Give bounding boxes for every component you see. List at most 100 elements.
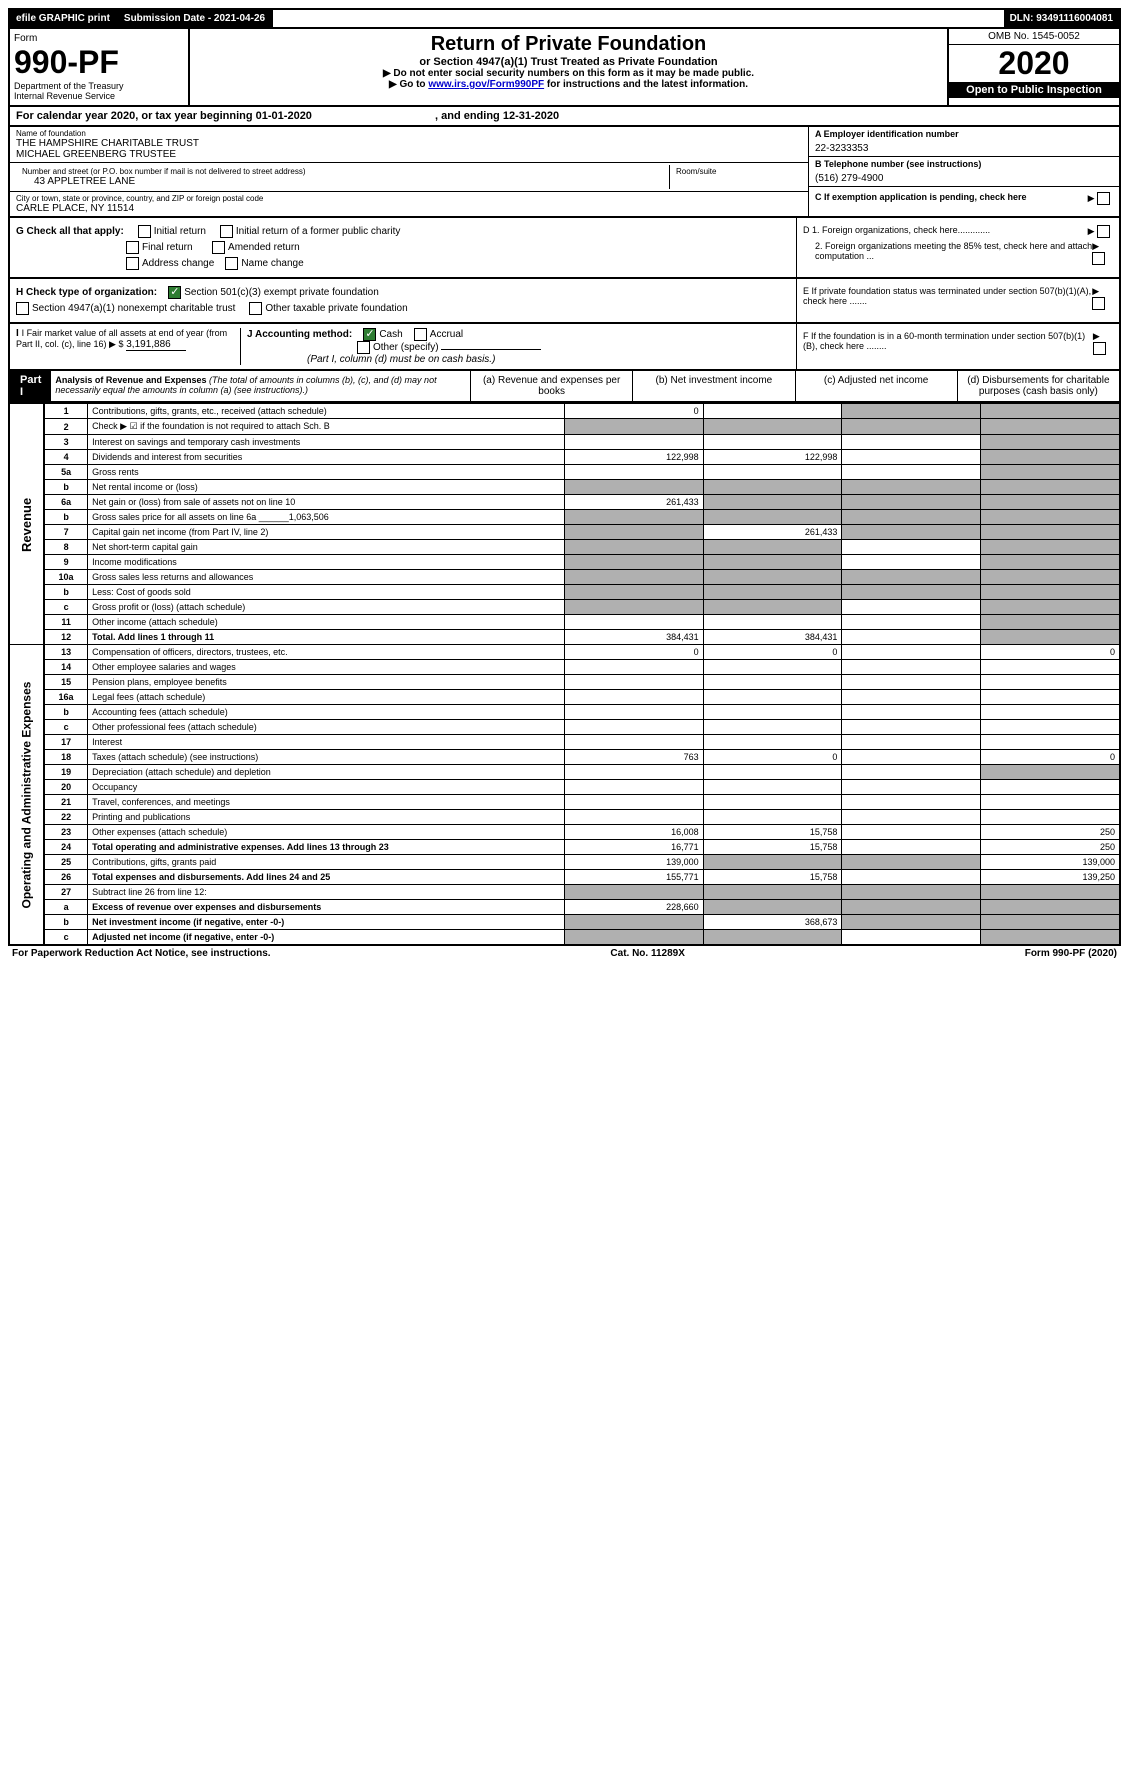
row-description: Other income (attach schedule) [88, 615, 565, 630]
cell-value: 0 [703, 750, 842, 765]
form-label: Form [14, 33, 184, 44]
cell-value [842, 450, 981, 465]
row-description: Gross profit or (loss) (attach schedule) [88, 600, 565, 615]
cell-value [564, 419, 703, 435]
form-number: 990-PF [14, 44, 184, 81]
cell-value [981, 450, 1120, 465]
phone-label: B Telephone number (see instructions) [815, 159, 1113, 169]
cell-value [981, 720, 1120, 735]
f-checkbox[interactable] [1093, 342, 1106, 355]
tax-year: 2020 [949, 45, 1119, 82]
e-checkbox[interactable] [1092, 297, 1105, 310]
cell-value [703, 480, 842, 495]
table-row: 3Interest on savings and temporary cash … [9, 435, 1120, 450]
row-number: b [44, 705, 88, 720]
page-footer: For Paperwork Reduction Act Notice, see … [8, 946, 1121, 961]
amended-return-label: Amended return [228, 242, 300, 253]
cell-value [981, 810, 1120, 825]
cell-value [842, 870, 981, 885]
section-h-e: H Check type of organization: Section 50… [8, 279, 1121, 324]
cal-year-mid: , and ending [432, 110, 503, 122]
table-row: 5aGross rents [9, 465, 1120, 480]
initial-former-checkbox[interactable] [220, 225, 233, 238]
cell-value [842, 930, 981, 946]
cell-value [703, 600, 842, 615]
exemption-checkbox[interactable] [1097, 192, 1110, 205]
row-number: 9 [44, 555, 88, 570]
d1-checkbox[interactable] [1097, 225, 1110, 238]
other-taxable-checkbox[interactable] [249, 302, 262, 315]
cell-value [842, 660, 981, 675]
row-number: 7 [44, 525, 88, 540]
dln: DLN: 93491116004081 [1004, 10, 1119, 27]
row-description: Other professional fees (attach schedule… [88, 720, 565, 735]
row-description: Total operating and administrative expen… [88, 840, 565, 855]
table-row: 4Dividends and interest from securities1… [9, 450, 1120, 465]
cell-value [703, 810, 842, 825]
cell-value [564, 705, 703, 720]
cell-value [842, 419, 981, 435]
row-number: 5a [44, 465, 88, 480]
cell-value [564, 465, 703, 480]
form-subtitle: or Section 4947(a)(1) Trust Treated as P… [194, 56, 943, 68]
cal-year-end: 12-31-2020 [503, 110, 559, 122]
cell-value: 16,771 [564, 840, 703, 855]
cell-value [703, 735, 842, 750]
irs-link[interactable]: www.irs.gov/Form990PF [428, 79, 544, 90]
final-return-checkbox[interactable] [126, 241, 139, 254]
cell-value [703, 720, 842, 735]
cell-value [703, 660, 842, 675]
row-number: 10a [44, 570, 88, 585]
dept-label: Department of the Treasury [14, 81, 184, 91]
cell-value [703, 465, 842, 480]
cell-value: 16,008 [564, 825, 703, 840]
cell-value: 0 [564, 404, 703, 419]
table-row: 19Depreciation (attach schedule) and dep… [9, 765, 1120, 780]
f-label: F If the foundation is in a 60-month ter… [803, 331, 1093, 351]
4947-checkbox[interactable] [16, 302, 29, 315]
cell-value: 250 [981, 840, 1120, 855]
other-method-checkbox[interactable] [357, 341, 370, 354]
row-number: b [44, 585, 88, 600]
cell-value: 139,000 [564, 855, 703, 870]
ein-value: 22-3233353 [815, 139, 1113, 154]
initial-return-checkbox[interactable] [138, 225, 151, 238]
cell-value [703, 885, 842, 900]
address-change-checkbox[interactable] [126, 257, 139, 270]
col-a-header: (a) Revenue and expenses per books [470, 371, 632, 401]
room-label: Room/suite [676, 167, 796, 176]
table-row: 26Total expenses and disbursements. Add … [9, 870, 1120, 885]
cell-value [564, 735, 703, 750]
cell-value [564, 675, 703, 690]
row-description: Contributions, gifts, grants, etc., rece… [88, 404, 565, 419]
cell-value [981, 675, 1120, 690]
revenue-side-label: Revenue [9, 404, 44, 645]
501c3-checkbox[interactable] [168, 286, 181, 299]
cell-value [703, 900, 842, 915]
table-row: 8Net short-term capital gain [9, 540, 1120, 555]
cell-value [842, 810, 981, 825]
cell-value: 122,998 [564, 450, 703, 465]
cell-value [981, 885, 1120, 900]
cell-value: 122,998 [703, 450, 842, 465]
row-number: 20 [44, 780, 88, 795]
name-change-label: Name change [241, 258, 303, 269]
cell-value: 368,673 [703, 915, 842, 930]
table-row: 27Subtract line 26 from line 12: [9, 885, 1120, 900]
row-description: Net investment income (if negative, ente… [88, 915, 565, 930]
cash-checkbox[interactable] [363, 328, 376, 341]
accrual-checkbox[interactable] [414, 328, 427, 341]
cell-value [981, 570, 1120, 585]
amended-return-checkbox[interactable] [212, 241, 225, 254]
footer-left: For Paperwork Reduction Act Notice, see … [12, 948, 271, 959]
row-number: 2 [44, 419, 88, 435]
calendar-year-row: For calendar year 2020, or tax year begi… [8, 107, 1121, 127]
row-description: Less: Cost of goods sold [88, 585, 565, 600]
other-taxable-label: Other taxable private foundation [265, 303, 407, 314]
name-change-checkbox[interactable] [225, 257, 238, 270]
d2-checkbox[interactable] [1092, 252, 1105, 265]
row-number: 21 [44, 795, 88, 810]
cell-value [703, 435, 842, 450]
row-description: Other employee salaries and wages [88, 660, 565, 675]
cell-value: 261,433 [564, 495, 703, 510]
